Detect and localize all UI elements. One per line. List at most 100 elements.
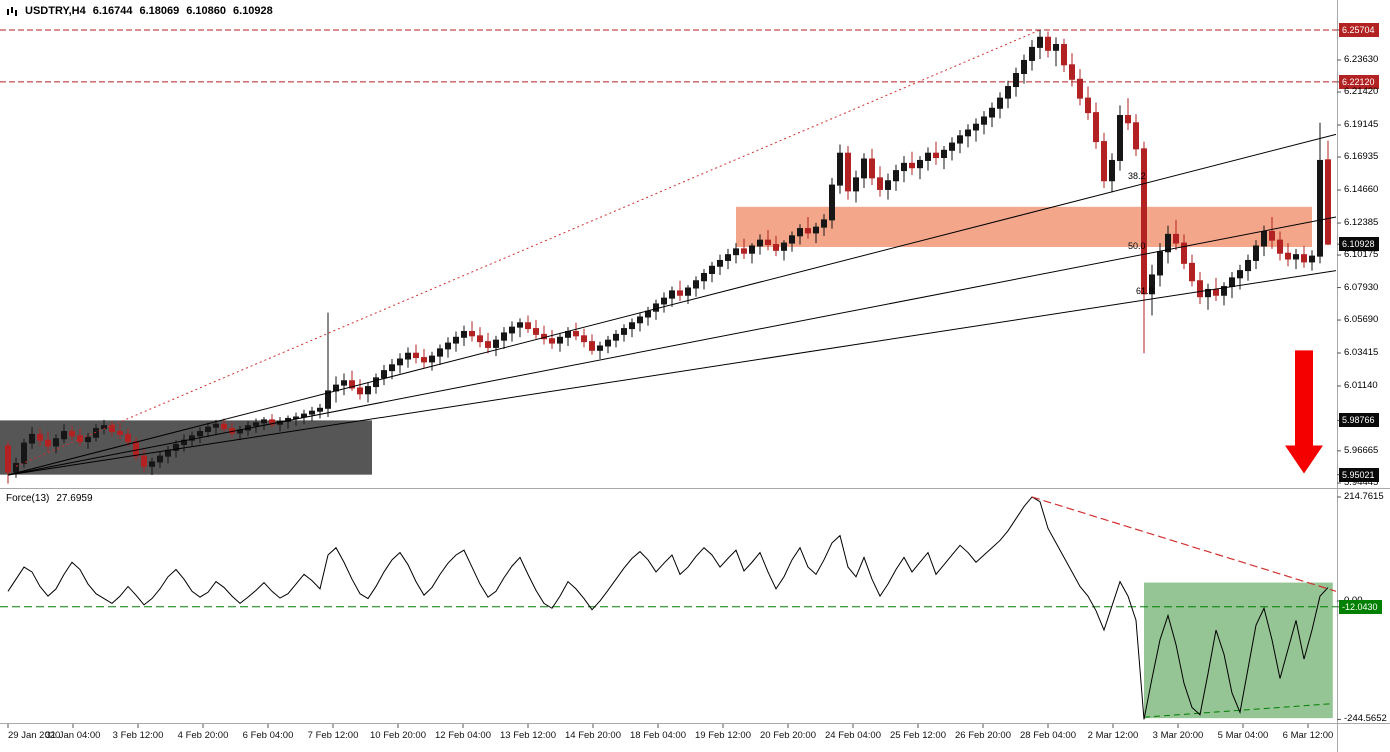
price-axis-label: 6.12385 <box>1344 216 1379 228</box>
time-axis-label: 4 Feb 20:00 <box>177 730 229 741</box>
candle-body <box>925 152 931 161</box>
candle-body <box>653 303 659 312</box>
candle-body <box>845 152 851 192</box>
candle-body <box>61 430 67 440</box>
candle-body <box>429 355 435 363</box>
candle-body <box>1285 252 1291 260</box>
price-axis-label: 6.21420 <box>1344 86 1379 98</box>
candle-body <box>717 259 723 267</box>
candle-body <box>693 280 699 289</box>
price-axis[interactable] <box>1338 0 1390 723</box>
candle-body <box>677 290 683 296</box>
candle-body <box>1005 86 1011 99</box>
candle-body <box>941 149 947 159</box>
candle-body <box>989 107 995 118</box>
candle-body <box>437 348 443 357</box>
force-green-box <box>1144 582 1333 719</box>
candle-body <box>773 244 779 251</box>
time-axis-label: 14 Feb 20:00 <box>565 730 621 741</box>
candle-body <box>29 433 35 444</box>
candle-body <box>669 290 675 299</box>
candle-body <box>141 455 147 467</box>
candle-body <box>765 239 771 246</box>
ohlc-open: 6.16744 <box>92 5 133 17</box>
time-axis-label: 5 Mar 04:00 <box>1217 730 1269 741</box>
candle-body <box>397 358 403 366</box>
force-line <box>7 496 1329 720</box>
indicator-value: 27.6959 <box>56 493 93 504</box>
fib-level-label: 50.0 <box>1128 240 1146 251</box>
candle-body <box>381 370 387 379</box>
candle-body <box>1165 233 1171 253</box>
candle-body <box>1229 277 1235 288</box>
candle-body <box>1085 97 1091 114</box>
current-price-badge: 6.10928 <box>1339 237 1379 252</box>
candle-body <box>77 435 83 443</box>
time-axis-label: 2 Mar 12:00 <box>1087 730 1139 741</box>
time-axis-label: 29 Jan 2020 <box>8 730 61 741</box>
time-axis-label: 20 Feb 20:00 <box>760 730 816 741</box>
candle-body <box>629 322 635 330</box>
price-axis-label: 6.03415 <box>1344 347 1379 358</box>
candle-body <box>1325 159 1331 245</box>
candle-body <box>557 336 563 344</box>
candle-body <box>445 342 451 350</box>
candle-body <box>813 226 819 234</box>
candle-body <box>509 326 515 334</box>
candle-body <box>1237 270 1243 279</box>
candle-body <box>685 287 691 296</box>
ohlc-close: 6.10928 <box>233 5 273 17</box>
candle-body <box>1245 259 1251 272</box>
candle-body <box>1077 78 1083 99</box>
price-level-badge: 6.25704 <box>1339 22 1379 37</box>
candle-body <box>789 235 795 244</box>
time-axis-label: 31 Jan 04:00 <box>45 730 101 741</box>
candle-body <box>1157 251 1163 276</box>
candle-body <box>1109 159 1115 182</box>
candle-body <box>933 152 939 159</box>
candle-body <box>45 439 51 447</box>
time-axis-label: 28 Feb 04:00 <box>1020 730 1076 741</box>
force-axis-label: 214.7615 <box>1344 490 1384 502</box>
price-axis-label: 6.01140 <box>1344 379 1378 391</box>
candle-body <box>5 445 11 473</box>
candle-body <box>805 228 811 234</box>
candle-body <box>597 345 603 351</box>
ohlc-low: 6.10860 <box>186 5 227 17</box>
symbol-timeframe: USDTRY,H4 <box>25 5 86 17</box>
candle-body <box>1053 43 1059 51</box>
price-axis-label: 6.16935 <box>1344 151 1379 163</box>
time-axis-label: 19 Feb 12:00 <box>695 730 751 741</box>
chart-icon <box>6 6 18 17</box>
candle-body <box>741 248 747 254</box>
candle-body <box>365 386 371 395</box>
candle-body <box>893 170 899 182</box>
candle-body <box>973 123 979 131</box>
candle-body <box>125 433 131 443</box>
ascending-trendline <box>15 29 1041 467</box>
force-box-support-line <box>1143 703 1333 718</box>
candle-body <box>413 352 419 359</box>
time-axis-label: 3 Feb 12:00 <box>112 730 164 741</box>
candle-body <box>901 162 907 172</box>
candle-body <box>837 152 843 186</box>
candle-body <box>877 177 883 190</box>
time-axis-label: 26 Feb 20:00 <box>955 730 1011 741</box>
price-axis-label: 6.14660 <box>1344 184 1379 196</box>
candle-body <box>549 338 555 344</box>
candle-body <box>1093 112 1099 143</box>
candle-body <box>621 328 627 335</box>
candle-body <box>709 265 715 275</box>
current-price-badge: 5.98766 <box>1339 413 1379 428</box>
candle-body <box>533 328 539 335</box>
candle-body <box>501 332 507 341</box>
candle-body <box>701 273 707 282</box>
candle-body <box>325 390 331 409</box>
candle-body <box>221 423 227 430</box>
candle-body <box>37 433 43 441</box>
time-axis-label: 3 Mar 20:00 <box>1152 730 1204 741</box>
candle-body <box>13 462 19 473</box>
time-axis-label: 7 Feb 12:00 <box>307 730 359 741</box>
